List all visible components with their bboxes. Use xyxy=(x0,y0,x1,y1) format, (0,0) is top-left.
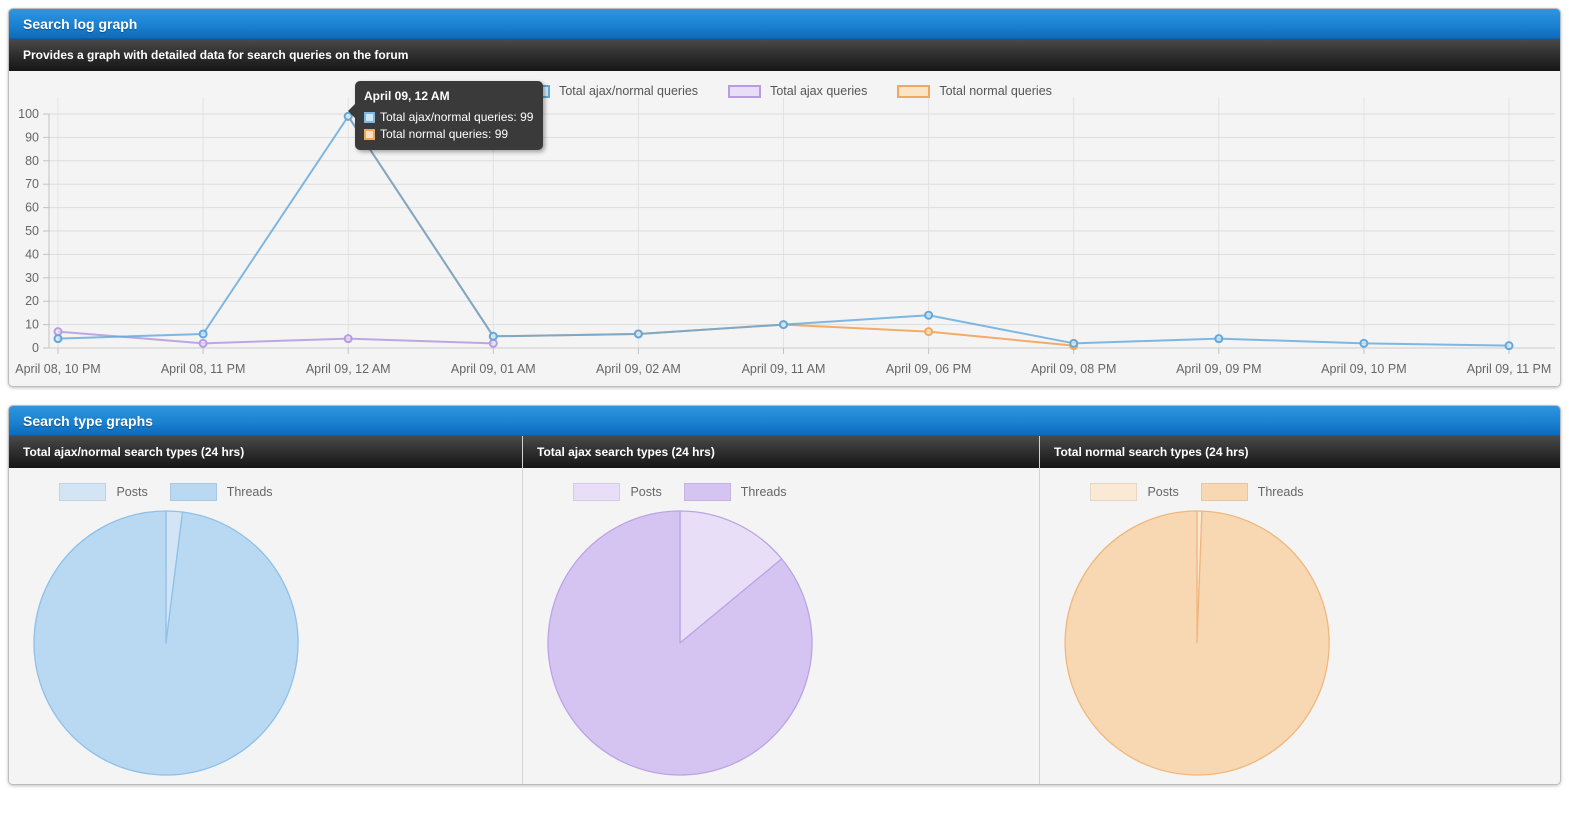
pie-legend-swatch-threads xyxy=(683,483,731,501)
pie-legend-label: Threads xyxy=(1257,485,1304,499)
pie-chart-normal[interactable] xyxy=(1063,509,1331,777)
tooltip-row-text: Total normal queries: 99 xyxy=(380,127,509,141)
pie-ajax-normal: Posts Threads xyxy=(9,483,323,777)
pie-legend-swatch-posts xyxy=(59,483,107,501)
search-type-graphs-panel: Search type graphs Total ajax/normal sea… xyxy=(8,405,1561,785)
tooltip-row: Total ajax/normal queries: 99 xyxy=(364,110,533,124)
svg-text:April 09, 09 PM: April 09, 09 PM xyxy=(1176,362,1261,376)
svg-text:40: 40 xyxy=(25,247,39,261)
column-ajax: Total ajax search types (24 hrs) Posts T… xyxy=(523,436,1040,784)
line-chart-canvas[interactable]: 0 10 20 30 40 50 60 70 80 90 100 April 08, 10 PM Apr… xyxy=(9,71,1560,386)
svg-text:April 09, 08 PM: April 09, 08 PM xyxy=(1031,362,1116,376)
panel-title: Search log graph xyxy=(9,9,1560,39)
svg-text:April 09, 10 PM: April 09, 10 PM xyxy=(1321,362,1406,376)
column-header: Total normal search types (24 hrs) xyxy=(1040,436,1560,468)
svg-text:April 09, 01 AM: April 09, 01 AM xyxy=(451,362,536,376)
column-ajax-normal: Total ajax/normal search types (24 hrs) … xyxy=(9,436,523,784)
svg-text:80: 80 xyxy=(25,154,39,168)
column-header: Total ajax/normal search types (24 hrs) xyxy=(9,436,522,468)
pie-legend-swatch-posts xyxy=(1090,483,1138,501)
chart-tooltip: April 09, 12 AM Total ajax/normal querie… xyxy=(348,81,544,150)
tooltip-swatch-normal xyxy=(364,128,375,140)
pie-legend-swatch-threads xyxy=(1200,483,1248,501)
svg-text:10: 10 xyxy=(25,318,39,332)
pie-normal: Posts Threads xyxy=(1040,483,1354,777)
pie-legend: Posts Threads xyxy=(9,483,323,501)
svg-text:April 08, 10 PM: April 08, 10 PM xyxy=(15,362,100,376)
column-header: Total ajax search types (24 hrs) xyxy=(523,436,1039,468)
panel-title: Search type graphs xyxy=(9,406,1560,436)
svg-text:April 09, 11 AM: April 09, 11 AM xyxy=(742,362,826,376)
tooltip-swatch-ajax-normal xyxy=(364,111,375,123)
svg-text:50: 50 xyxy=(25,224,39,238)
pie-legend-swatch-posts xyxy=(573,483,621,501)
pie-legend-label: Posts xyxy=(630,485,662,499)
svg-text:April 09, 11 PM: April 09, 11 PM xyxy=(1467,362,1552,376)
panel-subtitle: Provides a graph with detailed data for … xyxy=(9,39,1560,71)
svg-text:30: 30 xyxy=(25,271,39,285)
svg-text:70: 70 xyxy=(25,177,39,191)
svg-text:0: 0 xyxy=(32,341,39,355)
pie-legend-swatch-threads xyxy=(169,483,217,501)
pie-columns: Total ajax/normal search types (24 hrs) … xyxy=(9,436,1560,784)
svg-text:90: 90 xyxy=(25,130,39,144)
svg-text:60: 60 xyxy=(25,201,39,215)
tooltip-row: Total normal queries: 99 xyxy=(364,127,533,141)
svg-text:April 09, 06 PM: April 09, 06 PM xyxy=(886,362,971,376)
svg-text:April 08, 11 PM: April 08, 11 PM xyxy=(161,362,246,376)
pie-legend-label: Posts xyxy=(1147,485,1179,499)
tooltip-row-text: Total ajax/normal queries: 99 xyxy=(380,110,534,124)
pie-chart-ajax-normal[interactable] xyxy=(32,509,300,777)
pie-legend-label: Threads xyxy=(740,485,787,499)
column-normal: Total normal search types (24 hrs) Posts… xyxy=(1040,436,1560,784)
pie-legend-label: Posts xyxy=(116,485,148,499)
svg-text:20: 20 xyxy=(25,294,39,308)
svg-text:April 09, 02 AM: April 09, 02 AM xyxy=(596,362,681,376)
pie-legend: Posts Threads xyxy=(523,483,837,501)
search-log-graph-panel: Search log graph Provides a graph with d… xyxy=(8,8,1561,387)
tooltip-arrow-icon xyxy=(348,104,355,118)
pie-ajax: Posts Threads xyxy=(523,483,837,777)
pie-legend: Posts Threads xyxy=(1040,483,1354,501)
tooltip-title: April 09, 12 AM xyxy=(364,89,450,103)
svg-text:April 09, 12 AM: April 09, 12 AM xyxy=(306,362,391,376)
pie-legend-label: Threads xyxy=(226,485,273,499)
pie-chart-ajax[interactable] xyxy=(546,509,814,777)
line-chart[interactable]: 0 10 20 30 40 50 60 70 80 90 100 April 08, 10 PM Apr… xyxy=(9,71,1560,386)
svg-text:100: 100 xyxy=(18,107,39,121)
